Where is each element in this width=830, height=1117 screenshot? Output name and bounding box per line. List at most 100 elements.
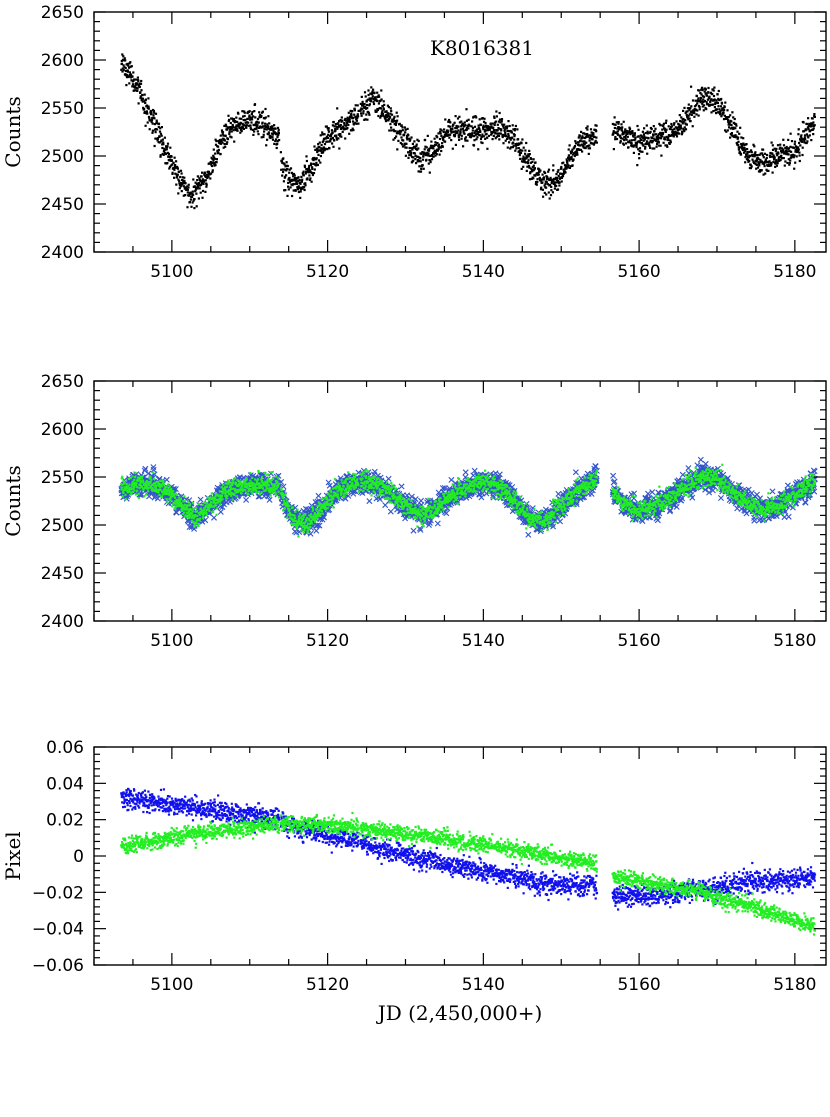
data-point	[788, 150, 791, 153]
data-point	[639, 134, 642, 137]
data-point	[267, 115, 270, 118]
data-point	[201, 171, 204, 174]
data-point	[488, 128, 491, 131]
data-point	[721, 109, 724, 112]
data-point	[172, 166, 175, 170]
data-point	[570, 157, 573, 161]
data-point	[666, 145, 669, 148]
data-point	[547, 191, 550, 194]
data-point	[411, 148, 414, 151]
data-point	[449, 133, 452, 136]
data-point	[139, 91, 142, 94]
data-point	[731, 135, 734, 138]
data-point	[476, 128, 479, 131]
data-point	[170, 159, 173, 162]
data-point	[138, 85, 141, 89]
data-point	[232, 118, 236, 121]
data-point	[329, 135, 332, 138]
data-point	[774, 160, 777, 164]
data-point	[701, 89, 704, 92]
data-point	[414, 146, 417, 149]
data-point	[486, 147, 489, 150]
data-point	[367, 93, 370, 97]
data-point	[228, 118, 231, 121]
data-point	[246, 117, 249, 120]
data-point	[476, 132, 479, 135]
data-point	[199, 191, 202, 194]
data-point	[622, 120, 625, 123]
data-point	[404, 146, 407, 149]
data-point	[706, 98, 709, 101]
data-point	[127, 75, 130, 78]
data-point	[619, 141, 622, 144]
data-point	[701, 105, 704, 108]
data-point	[650, 136, 653, 140]
data-point	[527, 159, 530, 162]
data-point	[636, 140, 640, 143]
data-point	[591, 134, 594, 137]
data-point	[774, 149, 777, 152]
data-point	[534, 161, 537, 164]
data-point	[653, 147, 656, 150]
data-point	[737, 144, 740, 147]
data-point	[568, 144, 571, 147]
data-point	[315, 164, 318, 167]
data-point	[697, 97, 700, 100]
data-point	[638, 157, 641, 160]
data-point	[186, 188, 189, 191]
data-point	[462, 469, 469, 476]
data-point	[334, 129, 337, 132]
data-point	[765, 153, 769, 157]
data-point	[154, 495, 161, 502]
data-point	[393, 115, 396, 118]
data-point	[517, 147, 520, 150]
data-point	[484, 121, 487, 125]
data-point	[617, 122, 620, 125]
data-point	[391, 120, 395, 123]
data-point	[528, 166, 531, 169]
data-point	[175, 160, 178, 163]
data-point	[374, 96, 377, 99]
data-point	[327, 130, 330, 133]
data-point	[344, 137, 347, 140]
data-point	[517, 138, 520, 141]
data-point	[776, 154, 779, 157]
data-point	[700, 86, 704, 89]
data-point	[556, 170, 559, 173]
x-tick-label: 5140	[462, 262, 505, 282]
data-point	[247, 124, 251, 127]
data-point	[215, 140, 218, 143]
data-point	[628, 129, 631, 133]
data-point	[502, 142, 505, 145]
data-point	[462, 122, 465, 125]
data-point	[120, 68, 123, 71]
data-point	[364, 118, 367, 121]
data-point	[558, 181, 561, 184]
data-point	[679, 124, 682, 127]
data-point	[483, 130, 486, 133]
data-point	[633, 132, 636, 135]
data-point	[744, 161, 747, 164]
data-point	[319, 134, 322, 137]
data-point	[759, 158, 762, 161]
data-point	[490, 126, 493, 129]
data-point	[688, 107, 691, 110]
data-point	[341, 130, 344, 133]
data-point	[753, 145, 756, 148]
data-point	[707, 103, 710, 106]
data-point	[802, 130, 805, 133]
data-point	[222, 134, 225, 137]
data-point	[669, 134, 672, 137]
data-point	[404, 492, 411, 499]
data-point	[253, 103, 257, 106]
data-point	[367, 112, 370, 115]
data-point	[621, 131, 624, 134]
data-point	[578, 148, 581, 151]
data-point	[498, 138, 501, 141]
data-point	[717, 105, 720, 108]
data-point	[326, 136, 329, 139]
data-point	[446, 134, 449, 137]
data-point	[151, 116, 154, 120]
data-point	[686, 110, 689, 113]
data-point	[372, 98, 375, 101]
